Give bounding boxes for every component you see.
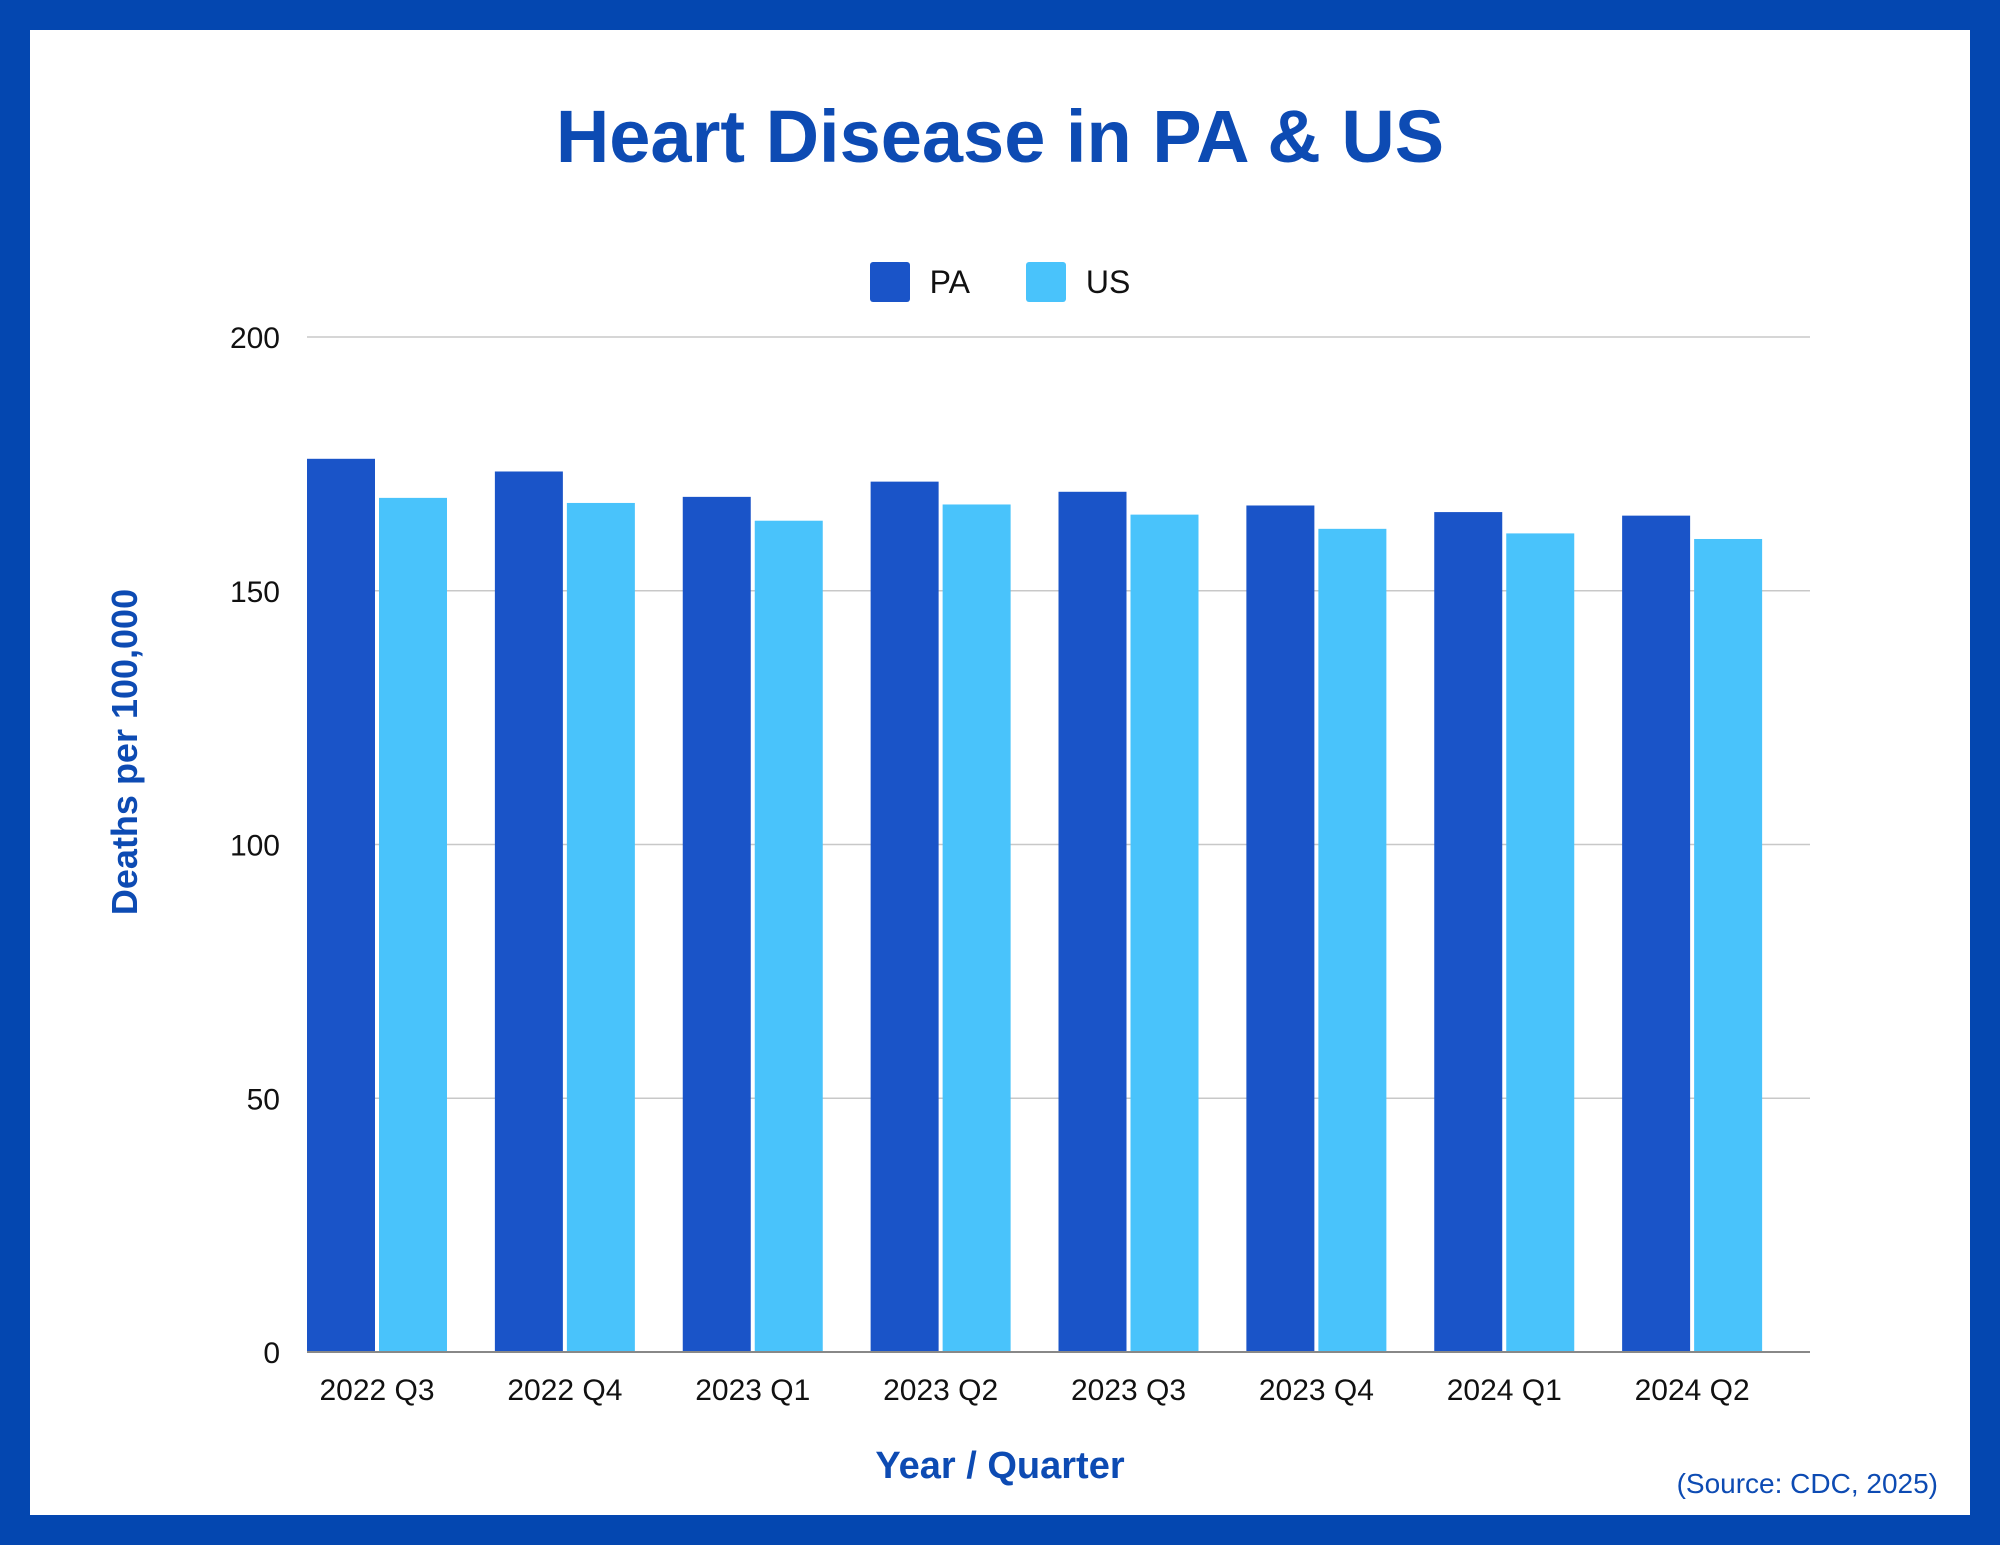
legend-item-us: US [1025, 262, 1131, 302]
bar-us [566, 502, 635, 1352]
x-tick-label: 2022 Q3 [319, 1374, 434, 1407]
legend-swatch-us [1025, 262, 1066, 302]
legend-swatch-pa [869, 262, 910, 302]
bar-pa [307, 458, 375, 1352]
y-tick-label: 100 [230, 830, 280, 863]
bar-pa [494, 471, 563, 1352]
bar-us [754, 520, 823, 1352]
legend-item-pa: PA [869, 262, 970, 302]
bar-us [1694, 538, 1763, 1352]
y-tick-label: 200 [230, 322, 280, 355]
legend-label-pa: PA [929, 263, 970, 300]
y-tick-label: 0 [263, 1337, 280, 1370]
bar-us [942, 504, 1011, 1353]
x-axis-label: Year / Quarter [875, 1445, 1125, 1487]
x-tick-label: 2023 Q4 [1259, 1374, 1374, 1407]
bar-us [1318, 528, 1387, 1352]
chart-title: Heart Disease in PA & US [555, 95, 1445, 178]
bar-pa [1246, 505, 1315, 1352]
y-tick-label: 50 [247, 1083, 280, 1116]
bar-pa [1058, 491, 1127, 1353]
bar-us [379, 497, 447, 1352]
bar-pa [1622, 515, 1691, 1352]
x-tick-label: 2022 Q4 [507, 1374, 622, 1407]
x-tick-label: 2023 Q1 [695, 1374, 810, 1407]
bar-pa [682, 496, 751, 1352]
bar-us [1130, 514, 1199, 1352]
bar-pa [1434, 512, 1503, 1352]
x-tick-label: 2023 Q3 [1071, 1374, 1186, 1407]
legend-label-us: US [1085, 263, 1131, 300]
y-tick-label: 150 [230, 576, 280, 609]
bar-us [1506, 533, 1575, 1352]
legend: PA US [0, 262, 2000, 302]
x-tick-label: 2024 Q2 [1635, 1374, 1750, 1407]
x-tick-label: 2023 Q2 [883, 1374, 998, 1407]
x-tick-label: 2024 Q1 [1447, 1374, 1562, 1407]
source-note: (Source: CDC, 2025) [1676, 1468, 1938, 1499]
bar-pa [870, 481, 939, 1352]
